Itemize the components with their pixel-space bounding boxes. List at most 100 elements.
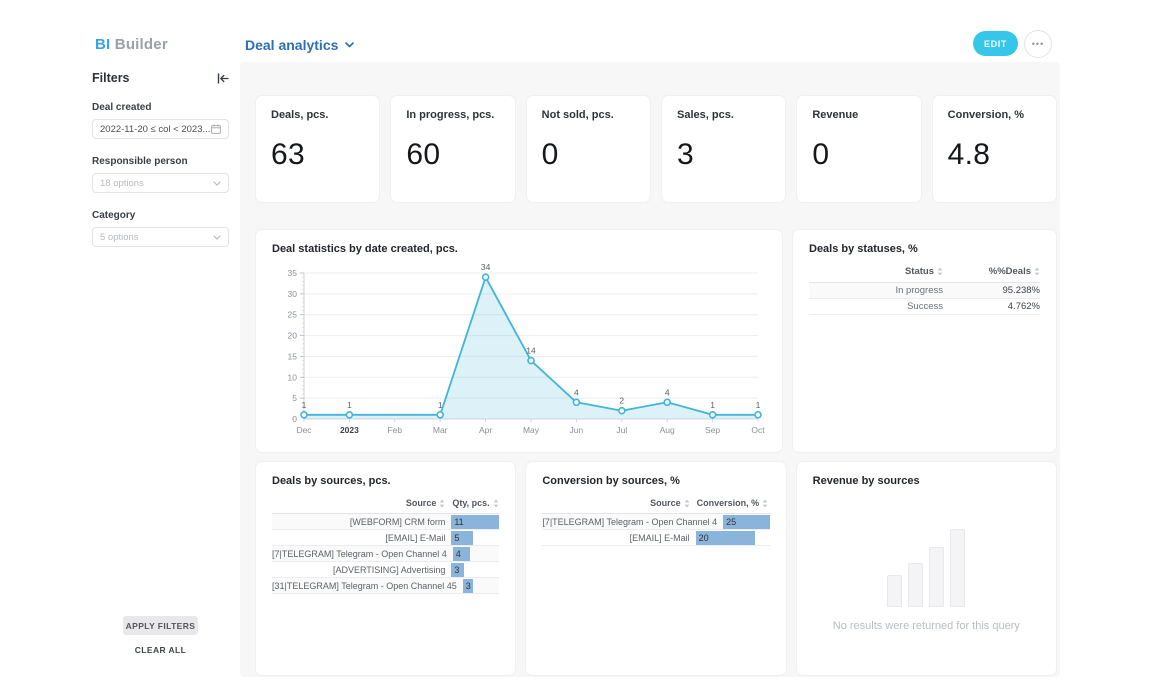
kpi-value: 63 xyxy=(271,138,305,171)
column-header-deals-pct[interactable]: %%Deals xyxy=(943,266,1040,277)
bar-value: 4 xyxy=(455,548,461,559)
column-header-status[interactable]: Status xyxy=(809,266,943,277)
sort-icon xyxy=(1034,267,1040,276)
kpi-label: Deals, pcs. xyxy=(271,109,329,121)
deal-statistics-card: Deal statistics by date created, pcs. 0 5… xyxy=(256,230,782,452)
svg-text:20: 20 xyxy=(288,331,298,341)
svg-text:Jul: Jul xyxy=(616,425,627,435)
svg-text:10: 10 xyxy=(288,372,298,382)
column-header-source[interactable]: Source xyxy=(542,498,695,508)
filter-label: Responsible person xyxy=(92,156,188,167)
column-header-value[interactable]: Conversion, % xyxy=(696,498,770,508)
deals-by-statuses-card: Deals by statuses, % Status %%Deals In pro… xyxy=(793,230,1056,452)
apply-filters-button[interactable]: APPLY FILTERS xyxy=(123,616,198,635)
chart-title: Conversion by sources, % xyxy=(542,475,680,487)
bar-cell: 3 xyxy=(462,578,500,593)
kpi-card-in-progress: In progress, pcs. 60 xyxy=(391,96,515,202)
svg-text:1: 1 xyxy=(302,400,307,410)
kpi-label: Not sold, pcs. xyxy=(541,109,614,121)
value-bar: 4 xyxy=(452,546,470,561)
source-label: [EMAIL] E-Mail xyxy=(629,532,690,543)
chevron-down-icon xyxy=(345,42,355,48)
kpi-value: 60 xyxy=(406,138,441,171)
table-header-row: Status %%Deals xyxy=(809,266,1040,283)
value-bar: 11 xyxy=(451,514,500,529)
empty-state-text: No results were returned for this query xyxy=(832,620,1020,632)
status-label: Success xyxy=(907,301,943,312)
edit-button[interactable]: EDIT xyxy=(973,31,1018,56)
source-label: [7|TELEGRAM] Telegram - Open Channel 4 xyxy=(272,548,447,559)
collapse-sidebar-icon[interactable] xyxy=(217,73,229,84)
svg-text:35: 35 xyxy=(288,268,298,278)
svg-text:1: 1 xyxy=(710,400,715,410)
kpi-value: 0 xyxy=(812,138,830,171)
deals-by-sources-card: Deals by sources, pcs. Source Qty, pcs. [W… xyxy=(256,462,516,675)
more-options-button[interactable]: ••• xyxy=(1024,30,1052,58)
bar-value: 3 xyxy=(454,564,460,575)
svg-text:0: 0 xyxy=(292,414,297,424)
empty-bar xyxy=(887,575,903,607)
table-row: [7|TELEGRAM] Telegram - Open Channel 4 25 xyxy=(542,514,770,530)
svg-text:Feb: Feb xyxy=(387,425,402,435)
bar-value: 11 xyxy=(454,516,464,527)
kpi-card-revenue: Revenue 0 xyxy=(797,96,921,202)
kpi-value: 0 xyxy=(541,138,559,171)
deals-by-statuses-table: Status %%Deals In progress 95.238% Success 4.… xyxy=(809,266,1040,315)
chart-title: Deal statistics by date created, pcs. xyxy=(272,243,458,255)
dashboard-title-dropdown[interactable]: Deal analytics xyxy=(245,37,355,53)
category-select[interactable]: 5 options xyxy=(92,227,229,247)
select-placeholder: 5 options xyxy=(100,231,139,243)
bar-value: 5 xyxy=(454,532,460,543)
chevron-down-icon xyxy=(213,180,221,186)
bar-cell: 3 xyxy=(451,562,499,577)
filter-category: Category 5 options xyxy=(92,210,229,247)
conversion-by-sources-table: Source Conversion, % [7|TELEGRAM] Telegram… xyxy=(542,498,770,546)
table-row: Success 4.762% xyxy=(809,299,1040,315)
logo-bi: BI xyxy=(95,36,111,53)
bar-cell: 5 xyxy=(451,530,499,545)
empty-bar xyxy=(908,563,924,607)
table-row: [31|TELEGRAM] Telegram - Open Channel 45… xyxy=(272,578,500,594)
kpi-label: In progress, pcs. xyxy=(406,109,495,121)
column-header-value[interactable]: Qty, pcs. xyxy=(451,498,499,508)
svg-text:Sep: Sep xyxy=(705,425,720,435)
kpi-value: 3 xyxy=(677,138,694,171)
value-bar: 5 xyxy=(451,530,474,545)
value-bar: 3 xyxy=(462,578,473,593)
svg-text:1: 1 xyxy=(756,400,761,410)
conversion-by-sources-card: Conversion by sources, % Source Conversio… xyxy=(526,462,786,675)
kpi-card-not-sold: Not sold, pcs. 0 xyxy=(526,96,650,202)
area-chart-svg: 0 5 10 15 20 25 30 35 1 1 1 34 14 4 2 4 1 1 Dec 2023 Feb Mar A… xyxy=(288,262,766,435)
svg-text:15: 15 xyxy=(288,351,298,361)
svg-text:30: 30 xyxy=(288,289,298,299)
kpi-label: Revenue xyxy=(812,109,859,121)
responsible-person-select[interactable]: 18 options xyxy=(92,173,229,193)
table-header-row: Source Qty, pcs. xyxy=(272,498,500,514)
bar-value: 3 xyxy=(465,580,471,591)
filter-responsible-person: Responsible person 18 options xyxy=(92,156,229,193)
table-row: In progress 95.238% xyxy=(809,283,1040,299)
source-label: [EMAIL] E-Mail xyxy=(385,532,446,543)
svg-text:May: May xyxy=(523,425,540,435)
kpi-card-conversion: Conversion, % 4.8 xyxy=(932,96,1056,202)
sort-icon xyxy=(493,499,499,508)
filters-sidebar: Filters Deal created 2022-11-20 ≤ col < … xyxy=(92,71,229,247)
bar-cell: 4 xyxy=(452,546,500,561)
clear-all-button[interactable]: CLEAR ALL xyxy=(134,645,187,655)
empty-chart-icon xyxy=(887,529,966,607)
svg-text:Apr: Apr xyxy=(479,425,492,435)
bar-cell: 20 xyxy=(695,530,770,545)
deal-created-date-input[interactable]: 2022-11-20 ≤ col < 2023... xyxy=(92,119,229,139)
status-label: In progress xyxy=(895,285,943,296)
kpi-card-sales: Sales, pcs. 3 xyxy=(662,96,786,202)
filter-label: Deal created xyxy=(92,102,152,113)
deal-statistics-chart: 0 5 10 15 20 25 30 35 1 1 1 34 14 4 2 4 1 1 Dec 2023 Feb Mar A… xyxy=(272,257,766,445)
chart-title: Deals by sources, pcs. xyxy=(272,475,391,487)
column-header-source[interactable]: Source xyxy=(272,498,451,508)
date-range-value: 2022-11-20 ≤ col < 2023... xyxy=(100,123,211,135)
svg-text:Oct: Oct xyxy=(751,425,765,435)
dashboard-title-label: Deal analytics xyxy=(245,37,339,53)
filters-title: Filters xyxy=(92,71,130,85)
sort-icon xyxy=(684,499,690,508)
